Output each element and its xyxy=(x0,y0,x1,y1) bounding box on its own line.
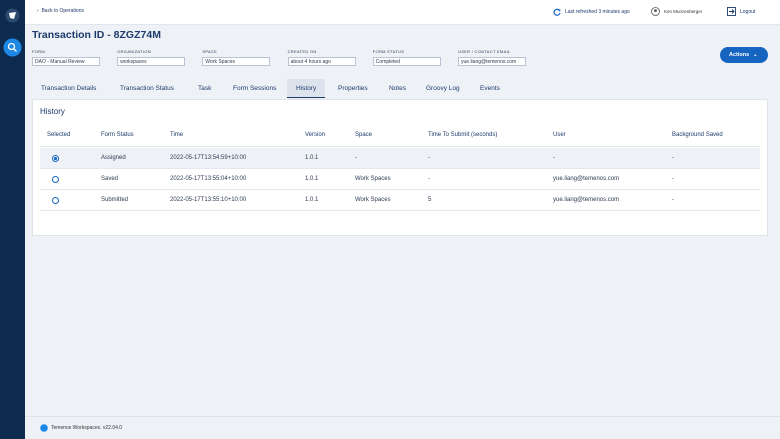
table-cell: Work Spaces xyxy=(355,176,391,182)
column-header: User xyxy=(553,132,566,138)
table-cell: Work Spaces xyxy=(355,197,391,203)
tab[interactable]: History xyxy=(287,79,326,98)
table-cell: - xyxy=(672,155,674,161)
table-cell: 5 xyxy=(428,197,432,203)
actions-button[interactable]: Actions ⌄ xyxy=(720,47,768,63)
tab[interactable]: Form Sessions xyxy=(233,85,277,92)
logo xyxy=(5,8,20,23)
table-row xyxy=(40,148,760,169)
table-row xyxy=(40,190,760,211)
column-header: Space xyxy=(355,132,373,138)
tab[interactable]: Properties xyxy=(338,85,368,92)
user-name: Ken Munzenberger xyxy=(664,9,703,14)
column-header: Background Saved xyxy=(672,132,723,138)
table-cell: - xyxy=(672,197,674,203)
table-cell: - xyxy=(355,155,357,161)
tab[interactable]: Transaction Status xyxy=(120,85,174,92)
table-row xyxy=(40,169,760,190)
field-label: SPACE xyxy=(202,49,218,54)
tab[interactable]: Transaction Details xyxy=(41,85,97,92)
column-header: Form Status xyxy=(101,132,134,138)
field-label: FORM xyxy=(32,49,45,54)
row-radio[interactable] xyxy=(52,155,59,162)
row-radio[interactable] xyxy=(52,197,59,204)
field-label: USER / CONTACT EMAIL xyxy=(458,49,511,54)
back-text[interactable]: Back to Operations xyxy=(41,8,84,14)
table-cell: yue.liang@temenos.com xyxy=(553,176,620,182)
refresh-text: Last refreshed 3 minutes ago xyxy=(565,9,630,15)
table-cell: - xyxy=(672,176,674,182)
page-title: Transaction ID - 8ZGZ74M xyxy=(32,29,161,41)
tab[interactable]: Notes xyxy=(389,85,406,92)
table-cell: 2022-05-17T13:55:04+10:00 xyxy=(170,176,247,182)
field-value: about 4 hours ago xyxy=(287,57,356,66)
refresh-icon[interactable] xyxy=(553,8,561,16)
back-link[interactable]: ‹ Back to Operations xyxy=(37,8,84,14)
field-value: workspaces xyxy=(117,57,186,66)
footer-rule xyxy=(25,416,780,417)
tab[interactable]: Events xyxy=(480,85,500,92)
table-cell: Submitted xyxy=(101,197,129,203)
column-header: Time To Submit (seconds) xyxy=(428,132,498,138)
table-cell: yue.liang@temenos.com xyxy=(553,197,620,203)
footer-logo xyxy=(40,424,48,432)
row-radio[interactable] xyxy=(52,176,59,183)
table-cell: 2022-05-17T13:54:59+10:00 xyxy=(170,155,247,161)
table-cell: - xyxy=(553,155,555,161)
top-bar xyxy=(25,0,780,25)
logout-text[interactable]: Logout xyxy=(740,9,756,15)
table-cell: 1.0.1 xyxy=(305,155,319,161)
field-label: ORGANIZATION xyxy=(117,49,151,54)
table-cell: - xyxy=(428,176,430,182)
field-label: CREATED ON xyxy=(287,49,317,54)
table-cell: 1.0.1 xyxy=(305,197,319,203)
sidebar xyxy=(0,0,25,439)
footer-text: Temenos Workspaces. v22.04.0 xyxy=(51,425,123,431)
field-label: FORM STATUS xyxy=(372,49,405,54)
logout-icon[interactable] xyxy=(727,7,736,16)
table-cell: 2022-05-17T13:55:10+10:00 xyxy=(170,197,247,203)
field-value: DAO - Manual Review xyxy=(32,57,100,66)
column-header: Time xyxy=(170,132,184,138)
column-header: Version xyxy=(305,132,326,138)
table-cell: Saved xyxy=(101,176,119,182)
field-value: yue.liang@temenos.com xyxy=(458,57,526,66)
table-cell: 1.0.1 xyxy=(305,176,319,182)
nav-workspaces[interactable] xyxy=(3,38,22,57)
history-title: History xyxy=(40,107,65,116)
field-value: Work Spaces xyxy=(202,57,271,66)
column-header: Selected xyxy=(47,132,71,138)
tab[interactable]: Groovy Log xyxy=(426,85,460,92)
field-value: Completed xyxy=(372,57,441,66)
user-icon xyxy=(651,7,660,16)
header-rule xyxy=(40,146,760,147)
table-cell: Assigned xyxy=(101,155,126,161)
tab[interactable]: Task xyxy=(198,85,212,92)
table-cell: - xyxy=(428,155,430,161)
actions-text[interactable]: Actions xyxy=(729,52,750,58)
